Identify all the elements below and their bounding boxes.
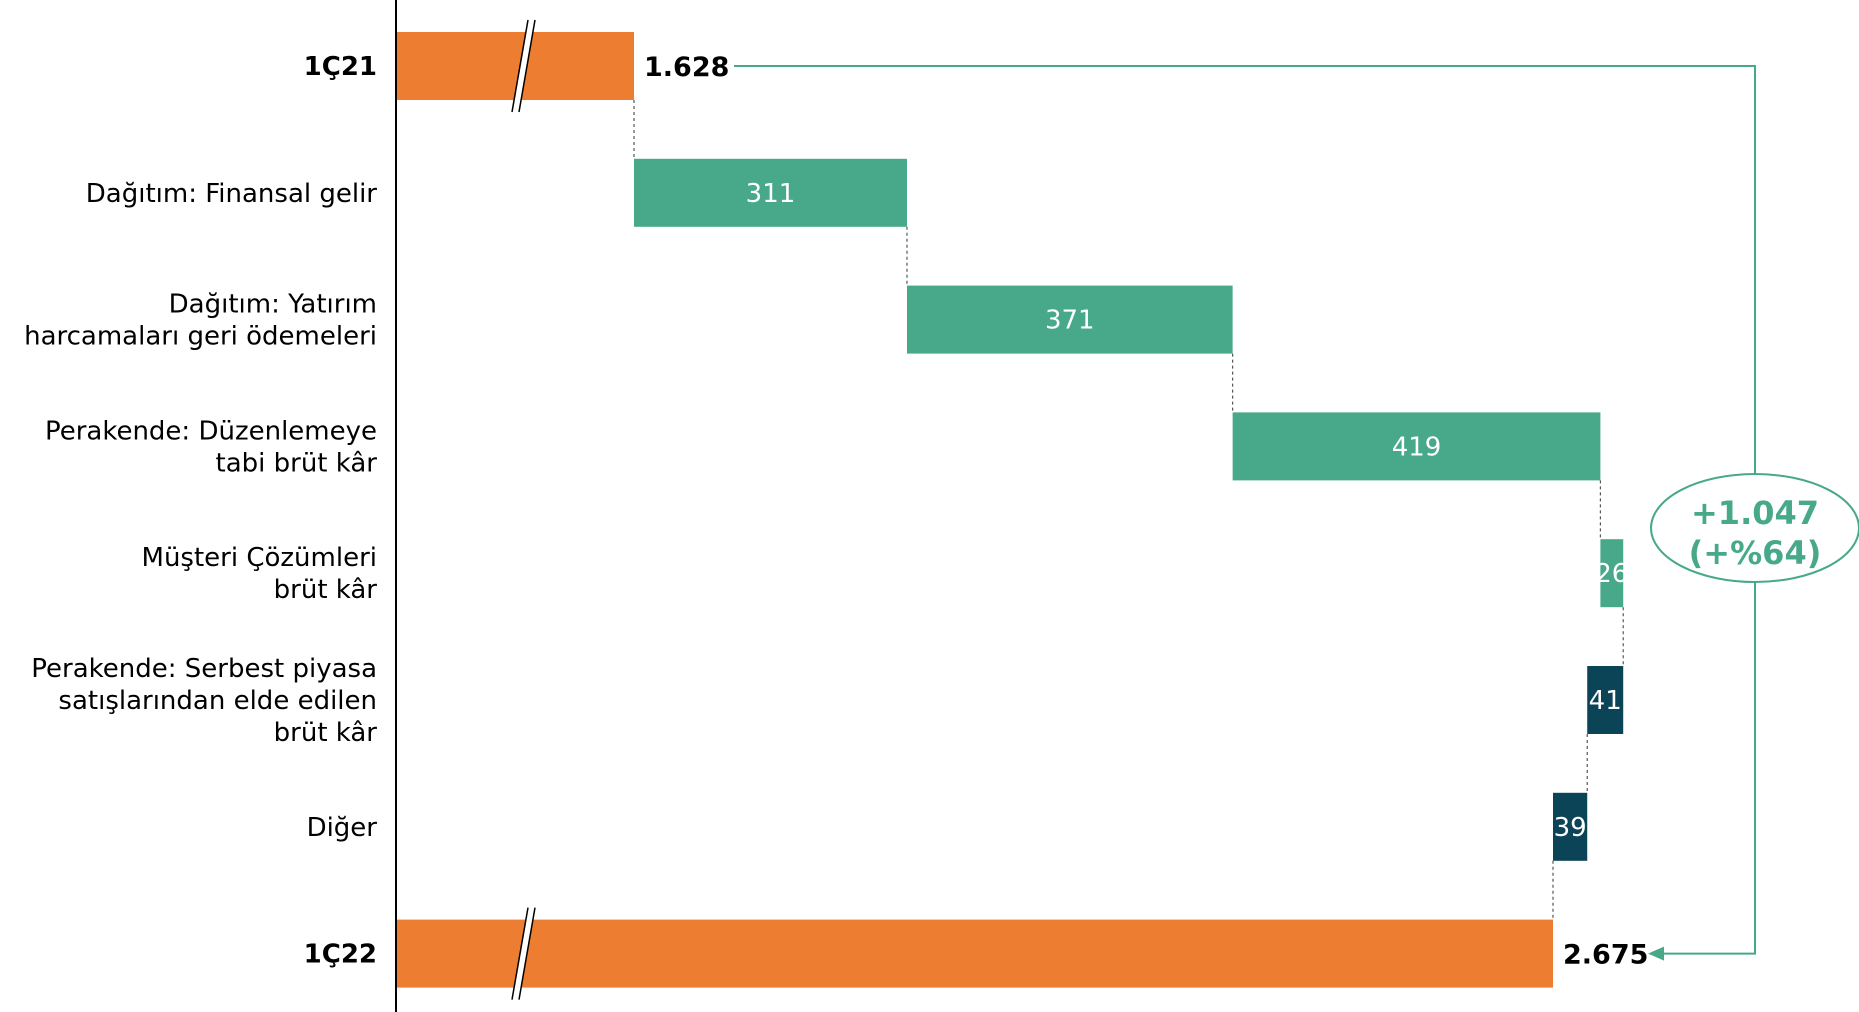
change-oval xyxy=(1650,473,1859,583)
category-label: Dağıtım: Finansal gelir xyxy=(86,179,378,209)
decrease-bar xyxy=(1587,666,1624,734)
axis-break-line xyxy=(518,19,536,113)
delta-value-label: 311 xyxy=(746,179,796,209)
category-label: Dağıtım: Yatırım harcamaları geri ödemele… xyxy=(24,290,377,352)
delta-value-label: 26 xyxy=(1595,559,1628,589)
axis-break-line xyxy=(511,907,529,1000)
delta-value-label: 41 xyxy=(1589,686,1622,716)
category-label: 1Ç22 xyxy=(304,940,377,970)
delta-value-label: 371 xyxy=(1045,306,1095,336)
axis-break-line xyxy=(518,907,536,1000)
increase-bar xyxy=(1600,539,1624,608)
total-value-label: 1.628 xyxy=(644,52,729,83)
axis-break-line xyxy=(511,19,529,113)
category-label: Diğer xyxy=(307,813,378,843)
arrow-head-icon xyxy=(1648,946,1664,961)
total-value-label: 2.675 xyxy=(1563,940,1648,971)
delta-value-label: 39 xyxy=(1554,813,1587,843)
total-change-percent: (+%64) xyxy=(1689,534,1822,572)
increase-bar xyxy=(906,285,1233,354)
category-label: Perakende: Düzenlemeye tabi brüt kâr xyxy=(45,416,377,478)
total-bar xyxy=(396,32,634,100)
category-label: Müşteri Çözümleri brüt kâr xyxy=(142,543,378,605)
increase-bar xyxy=(1232,412,1601,481)
total-change-value: +1.047 xyxy=(1691,494,1819,532)
category-label: 1Ç21 xyxy=(304,52,377,82)
increase-bar xyxy=(634,158,907,227)
axis-break-gap xyxy=(512,20,535,112)
delta-value-label: 419 xyxy=(1392,432,1442,462)
axis-break-gap xyxy=(512,907,535,1000)
decrease-bar xyxy=(1553,792,1588,861)
total-bar xyxy=(396,919,1553,988)
category-label: Perakende: Serbest piyasa satışlarından e… xyxy=(31,654,377,748)
